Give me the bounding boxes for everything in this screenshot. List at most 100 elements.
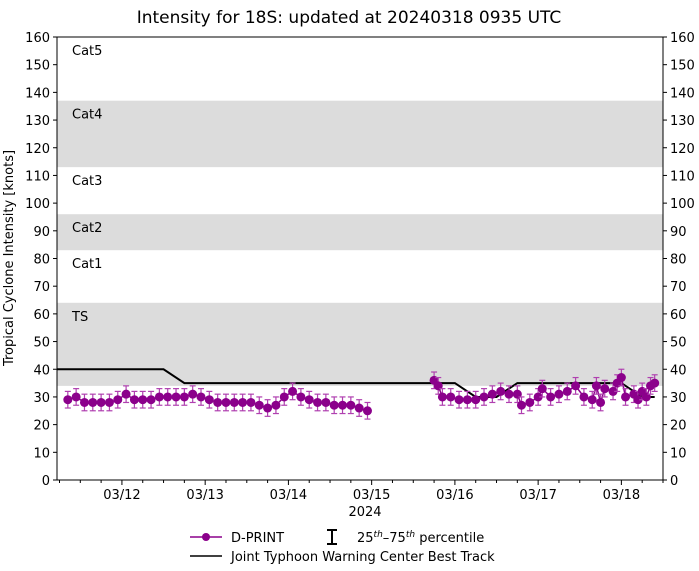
band-cat4 (57, 100, 663, 168)
band-label-cat2: Cat2 (72, 221, 102, 236)
y-tick-label-left: 60 (33, 308, 50, 323)
dprint-point (79, 397, 89, 407)
legend-best-track-label: Joint Typhoon Warning Center Best Track (230, 550, 495, 565)
y-tick-label-left: 130 (25, 114, 50, 129)
dprint-point (204, 395, 214, 405)
y-tick-label-right: 130 (670, 114, 695, 129)
dprint-point (146, 395, 156, 405)
category-bands: TS Cat1 Cat2 Cat3 Cat4 Cat5 (57, 44, 663, 386)
dprint-point (304, 395, 314, 405)
x-tick-label: 03/16 (436, 488, 473, 503)
dprint-point (487, 389, 497, 399)
dprint-point (113, 395, 123, 405)
dprint-point (479, 392, 489, 402)
dprint-point (554, 389, 564, 399)
x-tick-label: 03/17 (519, 488, 556, 503)
y-tick-label-left: 20 (33, 419, 50, 434)
dprint-point (462, 395, 472, 405)
dprint-point (596, 397, 606, 407)
dprint-point (338, 400, 348, 410)
y-tick-label-left: 110 (25, 169, 50, 184)
dprint-point (633, 395, 643, 405)
dprint-point (571, 381, 581, 391)
dprint-point (587, 395, 597, 405)
y-tick-label-right: 150 (670, 59, 695, 74)
legend-dprint-marker (202, 533, 210, 541)
band-label-ts: TS (71, 310, 88, 325)
y-tick-label-left: 100 (25, 197, 50, 212)
dprint-point (362, 406, 372, 416)
dprint-point (608, 386, 618, 396)
y-tick-label-right: 60 (670, 308, 687, 323)
dprint-point (321, 397, 331, 407)
dprint-point (263, 403, 273, 413)
dprint-point (188, 389, 198, 399)
y-tick-label-right: 160 (670, 31, 695, 46)
dprint-point (591, 381, 601, 391)
y-tick-label-right: 50 (670, 336, 687, 351)
x-axis-label: 2024 (348, 505, 381, 520)
dprint-point (71, 392, 81, 402)
dprint-point (600, 384, 610, 394)
dprint-point (650, 378, 660, 388)
dprint-point (516, 400, 526, 410)
dprint-point (96, 397, 106, 407)
chart-title: Intensity for 18S: updated at 20240318 0… (137, 8, 562, 28)
y-tick-label-right: 120 (670, 142, 695, 157)
legend-errorbar-icon (327, 529, 337, 545)
dprint-point (504, 389, 514, 399)
y-tick-label-left: 30 (33, 391, 50, 406)
dprint-point (121, 389, 131, 399)
y-tick-label-right: 30 (670, 391, 687, 406)
y-tick-label-right: 70 (670, 280, 687, 295)
dprint-point (254, 400, 264, 410)
y-axis-label: Tropical Cyclone Intensity [knots] (2, 150, 17, 367)
band-ts (57, 302, 663, 386)
legend-percentile-label: 25th–75th percentile (357, 530, 484, 546)
y-tick-label-right: 0 (670, 474, 678, 489)
y-tick-label-left: 150 (25, 59, 50, 74)
y-tick-label-left: 40 (33, 363, 50, 378)
x-tick-label: 03/14 (270, 488, 307, 503)
y-tick-label-right: 10 (670, 446, 687, 461)
dprint-point (313, 397, 323, 407)
dprint-point (196, 392, 206, 402)
y-tick-label-right: 40 (670, 363, 687, 378)
dprint-point (138, 395, 148, 405)
chart-marks (57, 368, 660, 420)
dprint-point (496, 386, 506, 396)
dprint-point (154, 392, 164, 402)
y-tick-label-left: 140 (25, 86, 50, 101)
y-tick-label-right: 90 (670, 225, 687, 240)
band-cat2 (57, 214, 663, 251)
dprint-point (454, 395, 464, 405)
dprint-point (104, 397, 114, 407)
x-tick-label: 03/18 (603, 488, 640, 503)
y-tick-label-left: 70 (33, 280, 50, 295)
dprint-point (354, 403, 364, 413)
y-tick-label-right: 110 (670, 169, 695, 184)
dprint-point (546, 392, 556, 402)
y-tick-label-left: 160 (25, 31, 50, 46)
dprint-point (329, 400, 339, 410)
y-tick-label-right: 140 (670, 86, 695, 101)
dprint-point (279, 392, 289, 402)
y-tick-label-left: 80 (33, 253, 50, 268)
y-tick-label-left: 0 (42, 474, 50, 489)
dprint-point (288, 386, 298, 396)
dprint-point (221, 397, 231, 407)
x-tick-label: 03/13 (186, 488, 223, 503)
y-tick-label-left: 120 (25, 142, 50, 157)
y-tick-label-right: 20 (670, 419, 687, 434)
x-tick-label: 03/15 (353, 488, 390, 503)
y-tick-label-right: 80 (670, 253, 687, 268)
x-tick-label: 03/12 (103, 488, 140, 503)
y-tick-label-left: 10 (33, 446, 50, 461)
legend: D-PRINT 25th–75th percentile Joint Typho… (190, 529, 495, 565)
dprint-point (213, 397, 223, 407)
dprint-point (579, 392, 589, 402)
dprint-point (229, 397, 239, 407)
dprint-point (163, 392, 173, 402)
dprint-point (238, 397, 248, 407)
